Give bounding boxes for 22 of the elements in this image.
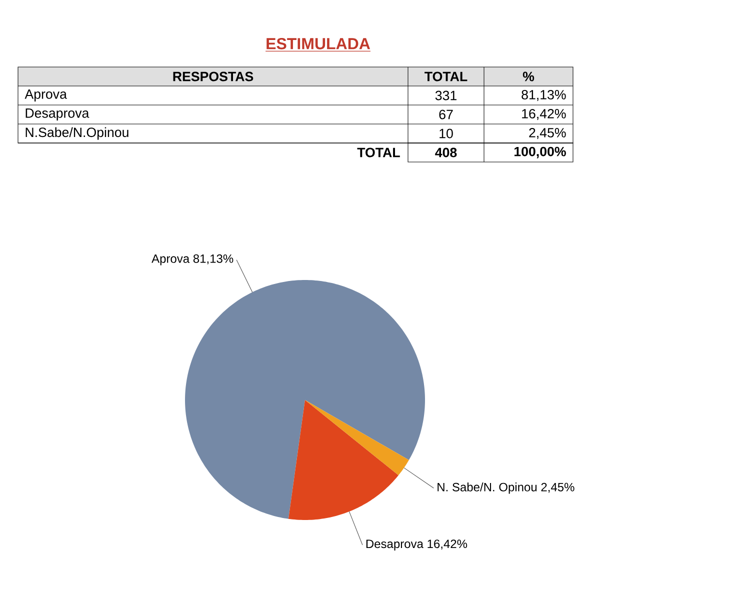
text: % [522, 72, 534, 82]
data-label: 81,13% [193, 254, 234, 264]
text: 408 [435, 148, 457, 158]
slice-label: N. Sabe/N. Opinou [438, 482, 537, 494]
text: RESPOSTAS [173, 72, 254, 82]
data-label: 67 [439, 110, 453, 120]
data-label: 16,42% [428, 540, 468, 550]
text: 100,00% [514, 146, 566, 158]
slice-label: Aprova [152, 254, 190, 266]
text: 2,45% [529, 128, 566, 140]
data-label: 331 [435, 90, 456, 100]
data-label: 10 [440, 128, 453, 138]
category-label: Desaprova [26, 108, 90, 120]
category-label: N.Sabe/N.Opinou [26, 127, 128, 140]
category-label: Aprova [24, 90, 67, 102]
data-label: 2,45% [541, 482, 574, 493]
text: TOTAL [424, 72, 468, 82]
slice-label: Desaprova [366, 540, 424, 550]
text: 16,42% [522, 109, 566, 120]
text: 81,13% [522, 90, 566, 102]
text: TOTAL [357, 148, 400, 158]
text: ESTIMULADA [266, 38, 370, 50]
